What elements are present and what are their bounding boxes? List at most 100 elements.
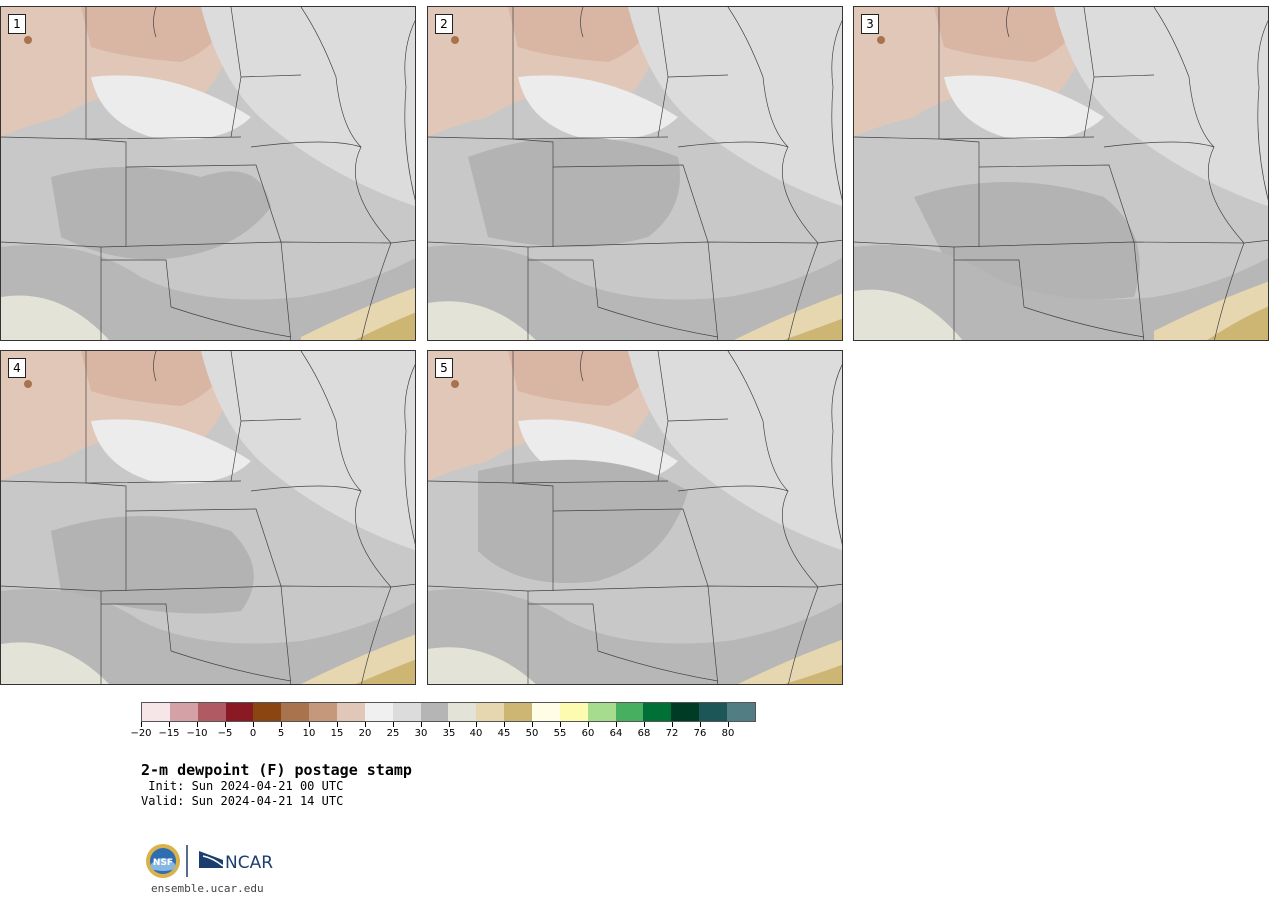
- southern-region: [854, 245, 1268, 340]
- colorbar-tick: [169, 722, 170, 727]
- member-number: 5: [435, 358, 453, 378]
- dewpoint-map: [1, 351, 415, 684]
- colorbar-tick: [644, 722, 645, 727]
- gulf-wet-region: [784, 664, 842, 684]
- init-time: Init: Sun 2024-04-21 00 UTC: [141, 779, 344, 793]
- dewpoint-map: [854, 7, 1268, 340]
- member-number: 4: [8, 358, 26, 378]
- colorbar-swatch: [476, 703, 505, 721]
- colorbar-tick: [504, 722, 505, 727]
- colorbar-swatch: [671, 703, 700, 721]
- colorbar-tick-label: −10: [186, 728, 208, 739]
- colorbar-tick: [532, 722, 533, 727]
- colorbar-tick: [309, 722, 310, 727]
- state-borders: [854, 7, 1268, 340]
- moderate-region: [628, 351, 842, 551]
- ncar-logo-icon: [199, 851, 224, 868]
- stamp-panel-3: 3: [853, 6, 1269, 341]
- gulf-moist-region: [738, 639, 842, 684]
- moderate-region: [201, 351, 415, 551]
- colorbar-tick-label: 55: [553, 728, 567, 739]
- humid-region: [478, 459, 688, 583]
- dewpoint-map: [1, 7, 415, 340]
- gulf-wet-region: [1207, 306, 1268, 340]
- ncar-wordmark: NCAR: [225, 853, 273, 873]
- dry-core-region: [81, 7, 231, 62]
- colorbar-tick: [588, 722, 589, 727]
- colorbar-swatch: [587, 703, 616, 721]
- colorbar: [141, 702, 756, 722]
- gulf-wet-region: [355, 659, 415, 684]
- colorbar-tick: [253, 722, 254, 727]
- colorbar-swatch: [448, 703, 477, 721]
- state-borders: [1, 351, 415, 684]
- moist-west-region: [428, 301, 536, 340]
- light-region: [518, 75, 678, 140]
- light-region: [91, 75, 251, 140]
- nsf-seal-icon: NSF: [146, 844, 180, 878]
- hotspot-marker: [877, 36, 885, 44]
- moderate-region: [201, 7, 415, 207]
- colorbar-tick-label: 50: [525, 728, 539, 739]
- colorbar-tick: [449, 722, 450, 727]
- light-region: [944, 75, 1104, 140]
- colorbar-swatch: [699, 703, 728, 721]
- stamp-panel-5: 5: [427, 350, 843, 685]
- colorbar-swatch: [169, 703, 198, 721]
- colorbar-swatch: [197, 703, 226, 721]
- state-borders: [428, 351, 842, 684]
- colorbar-swatch: [559, 703, 588, 721]
- colorbar-swatch: [364, 703, 393, 721]
- moderate-region: [1054, 7, 1268, 207]
- gulf-wet-region: [355, 312, 415, 340]
- moist-west-region: [428, 647, 536, 684]
- dry-core-region: [81, 351, 231, 406]
- svg-text:NSF: NSF: [153, 858, 173, 868]
- southern-region: [428, 245, 842, 340]
- colorbar-tick-label: 25: [386, 728, 400, 739]
- colorbar-tick: [560, 722, 561, 727]
- southern-region: [1, 245, 415, 340]
- colorbar-tick: [616, 722, 617, 727]
- colorbar-swatch: [281, 703, 310, 721]
- logos: NSF NCAR: [145, 842, 275, 882]
- humid-region: [51, 516, 254, 614]
- moist-west-region: [854, 289, 963, 340]
- humid-region: [468, 137, 680, 247]
- state-borders: [1, 7, 415, 340]
- dry-core-region: [508, 7, 658, 62]
- colorbar-swatch: [392, 703, 421, 721]
- colorbar-swatch: [727, 703, 755, 721]
- colorbar-tick-label: 40: [469, 728, 483, 739]
- nsf-ncar-logo: NSF NCAR: [146, 844, 273, 878]
- colorbar-tick: [337, 722, 338, 727]
- stamp-panel-2: 2: [427, 6, 843, 341]
- dewpoint-map: [428, 351, 842, 684]
- colorbar-swatch: [643, 703, 672, 721]
- state-borders: [428, 7, 842, 340]
- colorbar-tick: [197, 722, 198, 727]
- colorbar-tick-label: 15: [330, 728, 344, 739]
- colorbar-tick: [728, 722, 729, 727]
- colorbar-swatch: [615, 703, 644, 721]
- hotspot-marker: [451, 36, 459, 44]
- colorbar-swatch: [420, 703, 449, 721]
- member-number: 3: [861, 14, 879, 34]
- colorbar-tick: [700, 722, 701, 727]
- valid-time: Valid: Sun 2024-04-21 14 UTC: [141, 794, 344, 808]
- dewpoint-map: [428, 7, 842, 340]
- colorbar-swatch: [142, 703, 170, 721]
- colorbar-ticks: −20 −15 −10 −5 0 5 10 15 20 25 30 35 40 45 50 55 60 64 68 7…: [130, 722, 756, 742]
- colorbar-tick: [141, 722, 142, 727]
- gulf-moist-region: [734, 293, 842, 340]
- moderate-region: [628, 7, 842, 207]
- colorbar-tick-label: 76: [693, 728, 707, 739]
- colorbar-tick-label: 5: [277, 728, 285, 739]
- colorbar-tick: [672, 722, 673, 727]
- hotspot-marker: [24, 36, 32, 44]
- colorbar-tick-label: −20: [130, 728, 152, 739]
- colorbar-tick: [225, 722, 226, 727]
- site-url[interactable]: ensemble.ucar.edu: [151, 882, 264, 895]
- southern-region: [428, 589, 842, 684]
- colorbar-tick: [421, 722, 422, 727]
